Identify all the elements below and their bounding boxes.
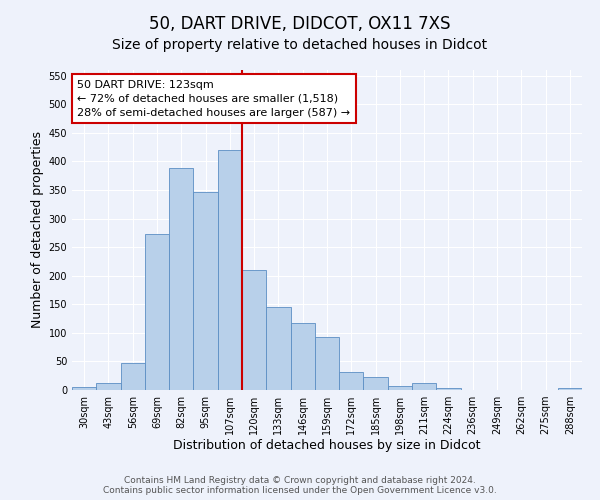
Bar bbox=[169, 168, 193, 390]
Bar bbox=[242, 270, 266, 390]
Bar bbox=[558, 388, 582, 390]
Text: 50, DART DRIVE, DIDCOT, OX11 7XS: 50, DART DRIVE, DIDCOT, OX11 7XS bbox=[149, 15, 451, 33]
Text: Size of property relative to detached houses in Didcot: Size of property relative to detached ho… bbox=[112, 38, 488, 52]
Bar bbox=[339, 372, 364, 390]
Bar bbox=[218, 150, 242, 390]
Bar bbox=[145, 234, 169, 390]
Text: 50 DART DRIVE: 123sqm
← 72% of detached houses are smaller (1,518)
28% of semi-d: 50 DART DRIVE: 123sqm ← 72% of detached … bbox=[77, 80, 350, 118]
Bar bbox=[364, 378, 388, 390]
Bar bbox=[290, 323, 315, 390]
Bar bbox=[315, 337, 339, 390]
Bar bbox=[96, 383, 121, 390]
Bar bbox=[412, 383, 436, 390]
X-axis label: Distribution of detached houses by size in Didcot: Distribution of detached houses by size … bbox=[173, 438, 481, 452]
Bar bbox=[121, 362, 145, 390]
Y-axis label: Number of detached properties: Number of detached properties bbox=[31, 132, 44, 328]
Bar bbox=[388, 386, 412, 390]
Bar bbox=[72, 387, 96, 390]
Bar bbox=[193, 192, 218, 390]
Bar bbox=[266, 307, 290, 390]
Text: Contains HM Land Registry data © Crown copyright and database right 2024.
Contai: Contains HM Land Registry data © Crown c… bbox=[103, 476, 497, 495]
Bar bbox=[436, 388, 461, 390]
